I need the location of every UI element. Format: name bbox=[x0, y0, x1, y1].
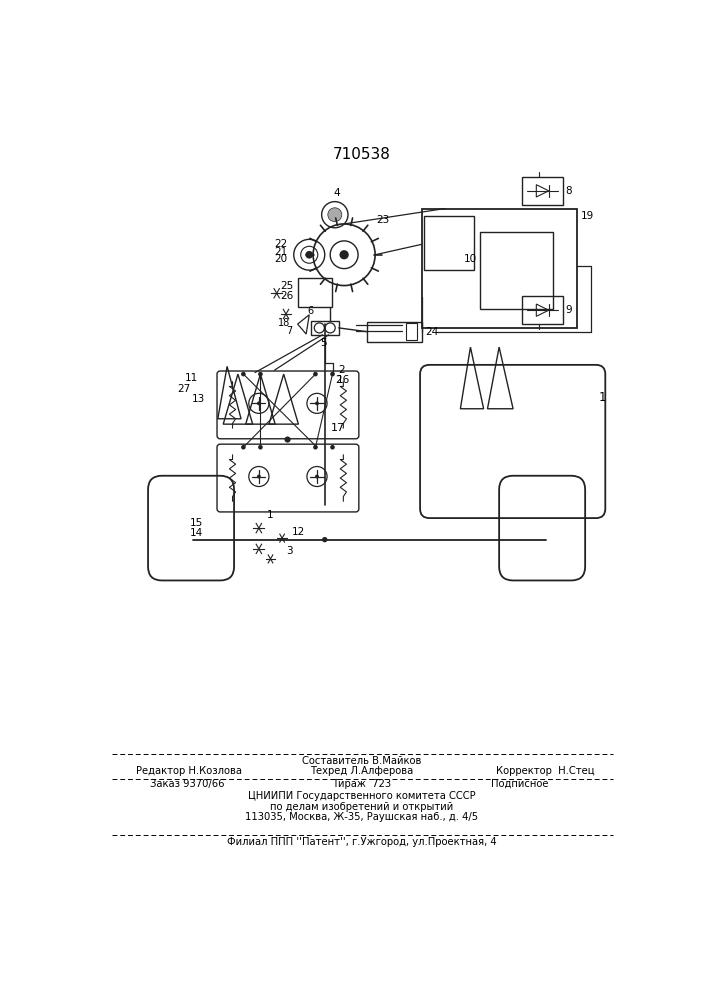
Text: Филиал ППП ''Патент'', г.Ужгород, ул.Проектная, 4: Филиал ППП ''Патент'', г.Ужгород, ул.Про… bbox=[227, 837, 497, 847]
Circle shape bbox=[241, 445, 246, 450]
Circle shape bbox=[257, 475, 261, 478]
Text: 12: 12 bbox=[291, 527, 305, 537]
Circle shape bbox=[315, 475, 319, 478]
Circle shape bbox=[241, 372, 246, 376]
Circle shape bbox=[313, 372, 317, 376]
Text: Заказ 9370/66: Заказ 9370/66 bbox=[151, 779, 225, 789]
Text: 10: 10 bbox=[464, 254, 477, 264]
Text: 8: 8 bbox=[565, 186, 572, 196]
Text: Тираж  723: Тираж 723 bbox=[332, 779, 392, 789]
Circle shape bbox=[339, 250, 349, 259]
Text: 15: 15 bbox=[189, 518, 203, 528]
Text: 3: 3 bbox=[286, 546, 293, 556]
Text: 6: 6 bbox=[308, 306, 314, 316]
Text: по делам изобретений и открытий: по делам изобретений и открытий bbox=[270, 802, 454, 812]
Text: ЦНИИПИ Государственного комитета СССР: ЦНИИПИ Государственного комитета СССР bbox=[248, 791, 476, 801]
Text: 9: 9 bbox=[565, 305, 572, 315]
Circle shape bbox=[257, 401, 261, 405]
Bar bbox=[406, 323, 417, 340]
Text: 16: 16 bbox=[337, 375, 351, 385]
Text: Корректор  Н.Стец: Корректор Н.Стец bbox=[496, 766, 595, 776]
Text: 5: 5 bbox=[320, 338, 327, 348]
Text: 1: 1 bbox=[599, 391, 607, 404]
Circle shape bbox=[313, 445, 317, 450]
Circle shape bbox=[322, 537, 327, 542]
Text: Техред Л.Алферова: Техред Л.Алферова bbox=[310, 766, 414, 776]
Text: 1: 1 bbox=[267, 510, 273, 520]
Text: Подписное: Подписное bbox=[491, 779, 549, 789]
Circle shape bbox=[258, 372, 263, 376]
Text: 4: 4 bbox=[333, 188, 339, 198]
Circle shape bbox=[315, 401, 319, 405]
Text: 24: 24 bbox=[426, 327, 439, 337]
Text: 23: 23 bbox=[377, 215, 390, 225]
Text: 27: 27 bbox=[177, 384, 191, 394]
Text: 19: 19 bbox=[580, 211, 594, 221]
Text: 710538: 710538 bbox=[333, 147, 391, 162]
Text: 17: 17 bbox=[331, 423, 345, 433]
Text: 113035, Москва, Ж-35, Раушская наб., д. 4/5: 113035, Москва, Ж-35, Раушская наб., д. … bbox=[245, 812, 479, 822]
Text: 7: 7 bbox=[286, 326, 292, 336]
Text: 25: 25 bbox=[281, 281, 293, 291]
Bar bbox=[368, 322, 421, 342]
Text: Составитель В.Майков: Составитель В.Майков bbox=[303, 756, 421, 766]
Circle shape bbox=[328, 208, 341, 222]
Text: Редактор Н.Козлова: Редактор Н.Козлова bbox=[136, 766, 242, 776]
Text: 18: 18 bbox=[279, 318, 291, 328]
Circle shape bbox=[330, 372, 335, 376]
Bar bbox=[522, 296, 563, 324]
Bar bbox=[298, 278, 332, 307]
Bar bbox=[522, 177, 563, 205]
Circle shape bbox=[330, 445, 335, 450]
Text: 14: 14 bbox=[189, 528, 203, 538]
Text: 26: 26 bbox=[281, 291, 293, 301]
Text: 21: 21 bbox=[274, 247, 288, 257]
Text: 2: 2 bbox=[336, 375, 342, 385]
Text: 13: 13 bbox=[192, 394, 204, 404]
Text: 20: 20 bbox=[274, 254, 288, 264]
Bar bbox=[480, 232, 554, 309]
Text: 11: 11 bbox=[185, 373, 199, 383]
Text: 2: 2 bbox=[339, 365, 345, 375]
Bar bbox=[311, 321, 339, 335]
Circle shape bbox=[305, 251, 313, 259]
Bar bbox=[421, 209, 577, 328]
Circle shape bbox=[258, 445, 263, 450]
Bar bbox=[424, 216, 474, 270]
Text: 22: 22 bbox=[274, 239, 288, 249]
Circle shape bbox=[284, 436, 291, 443]
